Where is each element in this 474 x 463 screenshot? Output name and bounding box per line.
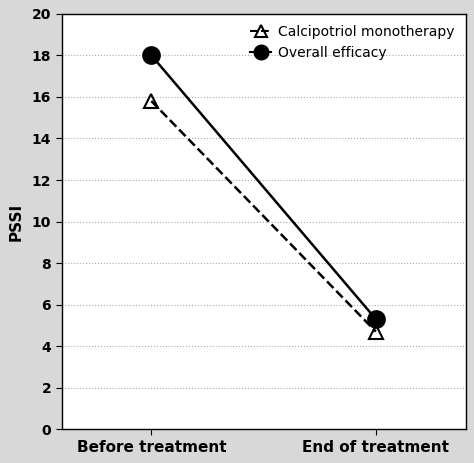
Legend: Calcipotriol monotherapy, Overall efficacy: Calcipotriol monotherapy, Overall effica…	[246, 21, 459, 64]
Y-axis label: PSSI: PSSI	[9, 202, 23, 241]
